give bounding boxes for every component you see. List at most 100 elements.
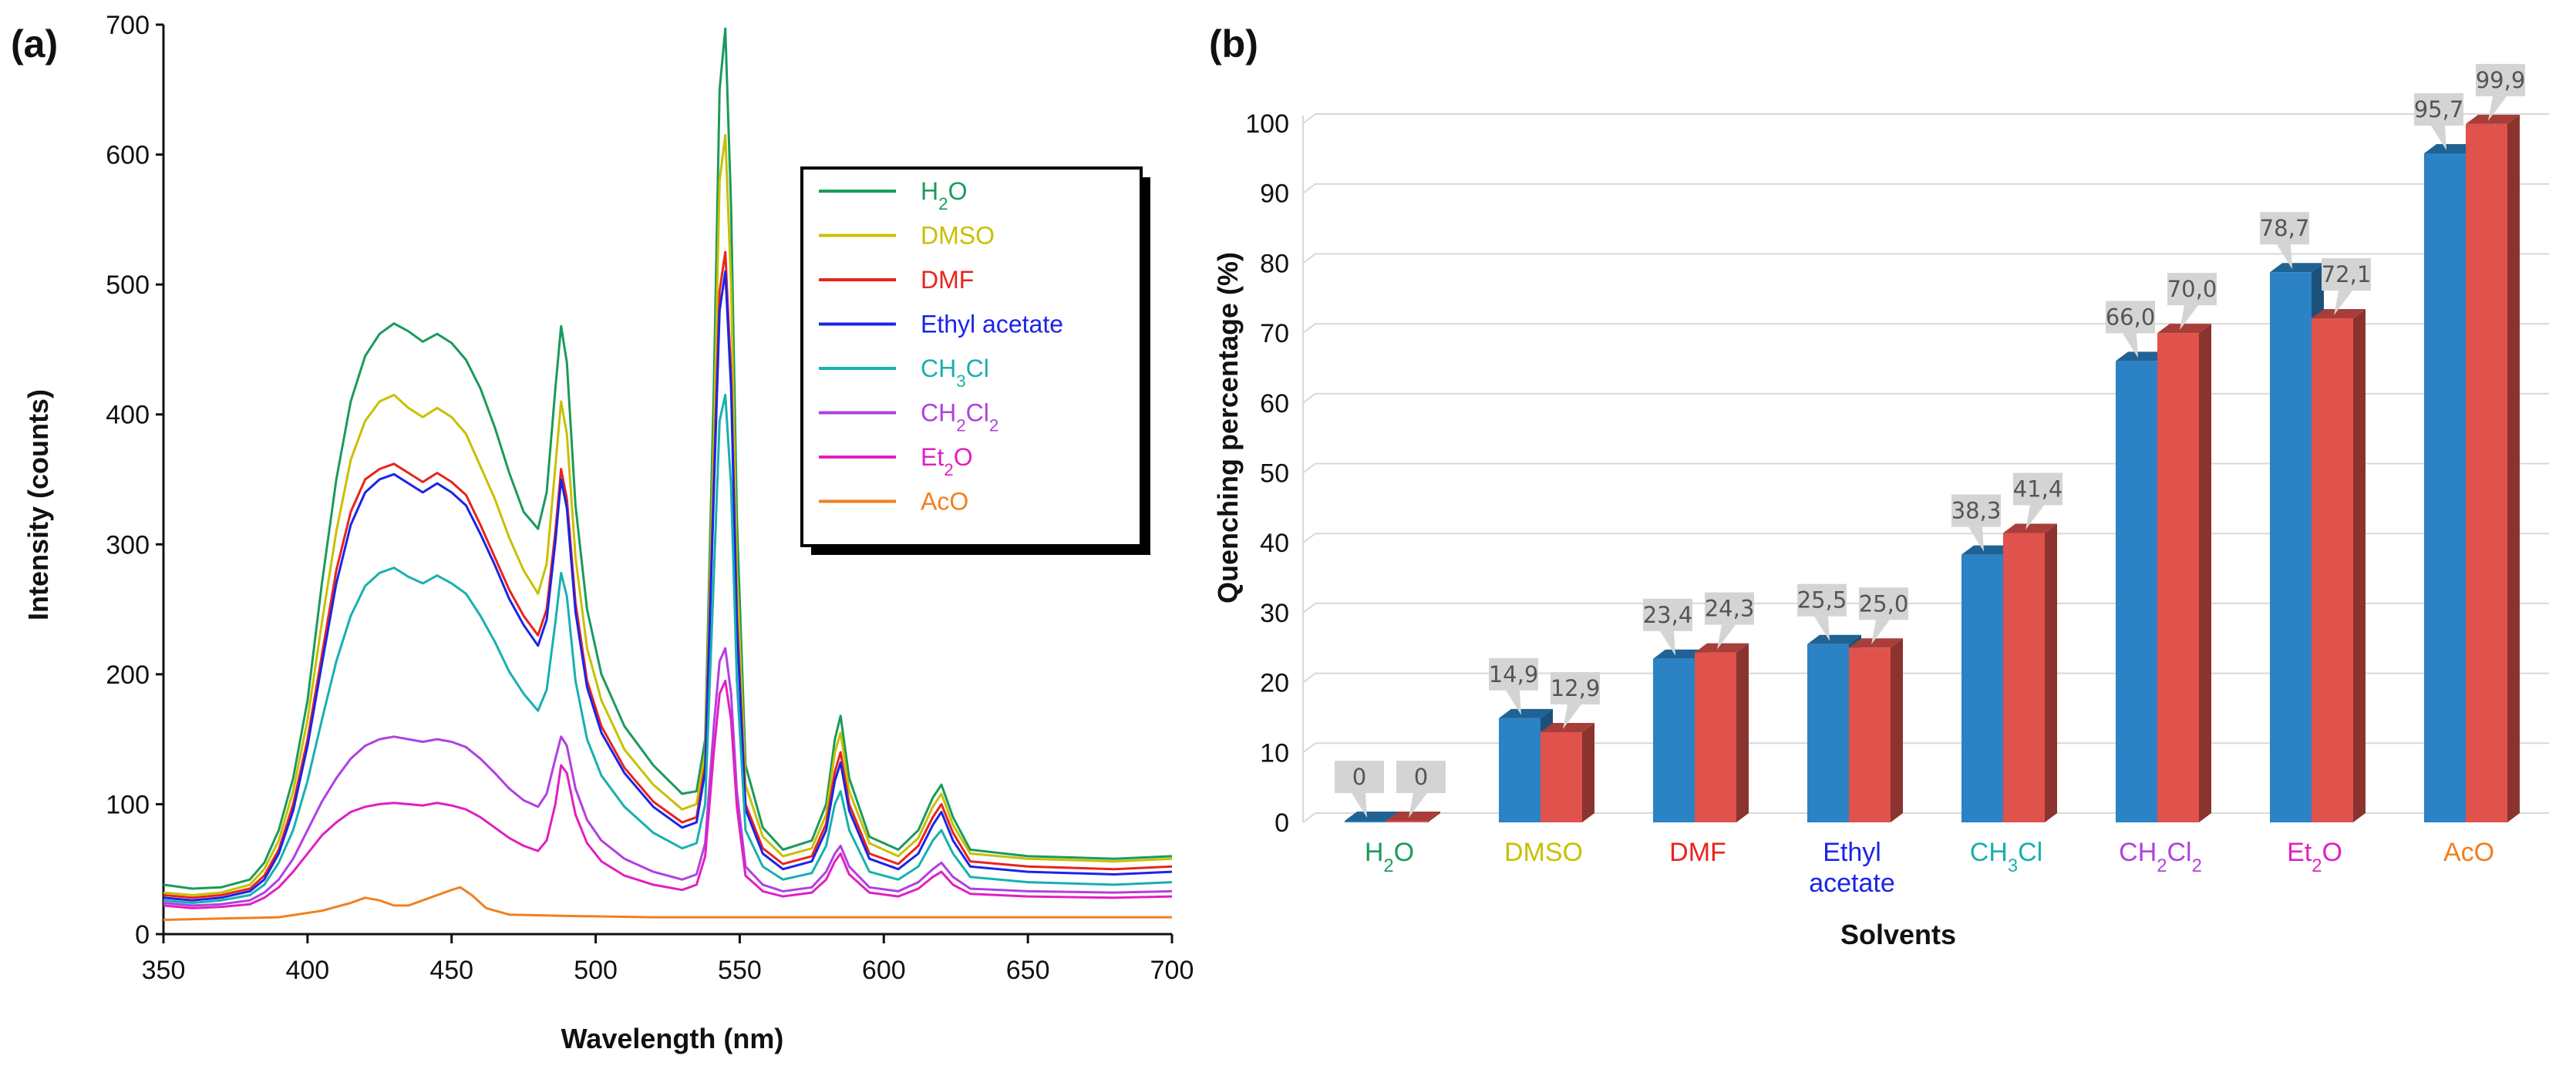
category-label: DMF [1669,838,1726,867]
value-label: 70,0 [2167,276,2217,302]
value-label: 0 [1352,764,1366,790]
panel-a-line-chart: (a) 0 100 200 300 400 500 600 700 350 400 450 500 55… [11,11,1194,1054]
value-callout-pointer [1563,704,1581,729]
value-callout-box [1643,598,1692,631]
bar-side [2353,309,2366,823]
value-label: 38,3 [1951,498,2002,524]
category-label-part: Et [2287,838,2312,867]
value-label: 66,0 [2106,304,2156,330]
panel-a-x-tick-label: 650 [1006,956,1050,985]
value-label: 0 [1414,764,1428,790]
value-label: 24,3 [1705,596,1755,622]
panel-b-label: (b) [1209,22,1258,66]
panel-a-x-axis-title: Wavelength (nm) [561,1023,784,1054]
legend-label: AcO [921,488,968,516]
legend-label-subscript: 2 [944,460,953,479]
panel-b-y-tick-label: 20 [1260,669,1289,698]
category-label: H2O [1365,838,1414,876]
value-callout-pointer [1506,690,1521,715]
bar-top [2424,144,2478,154]
series-line-et2o [163,679,1173,909]
category-label: AcO [2443,838,2494,867]
value-callout-pointer [2488,96,2507,121]
panel-a-y-tick-label: 700 [106,11,150,40]
category-label-part: CH [2119,838,2157,867]
bar-top [1695,643,1749,653]
panel-a-x-tick-label: 500 [574,956,618,985]
legend-label-part: DMF [921,266,974,294]
legend-label-part: CH [921,399,956,427]
legend-label-part: CH [921,355,956,382]
category-label-subscript: 2 [2312,856,2322,876]
bar [2466,123,2507,823]
panel-b-y-tick-label: 90 [1260,180,1289,209]
value-callout-box [1797,583,1847,617]
value-callout-box [1396,761,1446,793]
series-line-h2o [163,27,1173,890]
legend-label-part: O [948,177,968,205]
legend-label-subscript: 2 [956,415,965,435]
bar-top [2003,523,2057,533]
value-callout-box [2167,273,2217,306]
panel-a-x-tick-label: 550 [718,956,762,985]
legend-label: Et2O [921,443,973,479]
bar [1386,821,1428,822]
value-label: 72,1 [2322,261,2372,287]
legend-label: DMSO [921,222,995,250]
value-label: 78,7 [2260,215,2310,241]
value-callout-box [1859,587,1908,620]
panel-a-y-tick-label: 600 [106,141,150,170]
category-label: Ethyl [1823,838,1881,867]
bar-top [1541,722,1594,732]
bar-top [1849,638,1903,648]
series-line-dmso [163,133,1173,896]
bar [2116,361,2157,822]
legend-label: CH3Cl [921,355,989,391]
category-label-part: CH [1970,838,2008,867]
panel-a-y-tick-label: 100 [106,790,150,819]
bar [1499,718,1541,822]
legend-label-subscript: 2 [938,194,948,213]
series-line-ch3cl [163,393,1173,904]
value-callout-pointer [1660,630,1675,656]
value-callout-box [2106,301,2155,334]
category-label: CH2Cl2 [2119,838,2202,876]
bar [1653,658,1695,822]
value-callout-pointer [2123,333,2138,358]
value-callout-pointer [1814,616,1830,641]
legend-label: Ethyl acetate [921,311,1063,338]
panel-a-y-tick-label: 500 [106,271,150,300]
category-label-part: Ethyl [1823,838,1881,867]
bar [1695,652,1736,822]
category-label-part: O [1394,838,1414,867]
bar-top [2116,351,2170,361]
value-callout-pointer [1409,793,1427,818]
bar-top [1499,708,1553,718]
value-callout-box [1335,761,1384,793]
value-callout-pointer [2180,305,2198,331]
category-label-part: DMF [1669,838,1726,867]
panel-b-gridline [1302,253,2549,264]
bar [1345,821,1386,822]
bar [2003,533,2045,822]
bar [1961,554,2003,822]
legend-label: H2O [921,177,967,213]
value-label: 23,4 [1643,602,1693,628]
legend-label-subscript: 3 [956,371,965,391]
legend-label-part: Ethyl acetate [921,311,1063,338]
panel-a-x-tick-label: 400 [285,956,329,985]
bar-top [1653,649,1707,659]
legend-label-subscript: 2 [989,415,998,435]
panel-b-y-tick-label: 70 [1260,319,1289,348]
value-callout-pointer [2025,505,2044,530]
legend-label-part: H [921,177,938,205]
category-label: Et2O [2287,838,2342,876]
value-callout-pointer [1717,624,1736,650]
value-callout-box [1951,494,2001,527]
value-callout-box [2260,212,2309,245]
legend-label-part: Cl [966,355,989,382]
value-label: 12,9 [1551,675,1601,701]
panel-b-gridline [1302,113,2549,124]
